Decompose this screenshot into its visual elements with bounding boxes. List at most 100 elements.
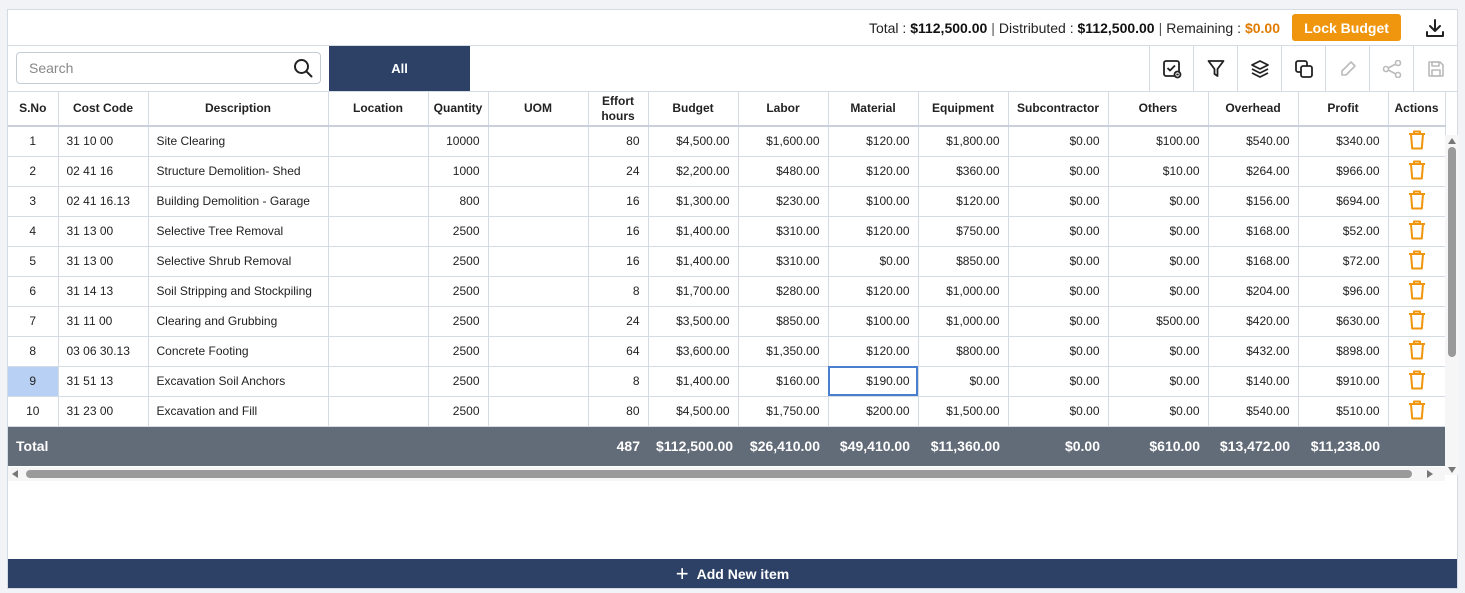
- cell-sub[interactable]: $0.00: [1008, 366, 1109, 397]
- cell-desc[interactable]: Excavation Soil Anchors: [148, 366, 329, 397]
- cell-budget[interactable]: $4,500.00: [648, 396, 739, 427]
- cell-equipment[interactable]: $1,800.00: [918, 126, 1009, 157]
- search-icon[interactable]: [286, 58, 320, 78]
- cell-sub[interactable]: $0.00: [1008, 216, 1109, 247]
- cell-equipment[interactable]: $1,000.00: [918, 276, 1009, 307]
- cell-uom[interactable]: [488, 306, 589, 337]
- cell-profit[interactable]: $910.00: [1298, 366, 1389, 397]
- cell-sub[interactable]: $0.00: [1008, 156, 1109, 187]
- cell-overhead[interactable]: $540.00: [1208, 396, 1299, 427]
- cell-code[interactable]: 03 06 30.13: [58, 336, 149, 367]
- cell-uom[interactable]: [488, 186, 589, 217]
- cell-labor[interactable]: $850.00: [738, 306, 829, 337]
- add-new-item-button[interactable]: + Add New item: [8, 559, 1457, 588]
- download-button[interactable]: [1413, 10, 1457, 46]
- cell-code[interactable]: 31 13 00: [58, 216, 149, 247]
- cell-desc[interactable]: Selective Tree Removal: [148, 216, 329, 247]
- cell-desc[interactable]: Clearing and Grubbing: [148, 306, 329, 337]
- cell-others[interactable]: $0.00: [1108, 186, 1209, 217]
- cell-code[interactable]: 31 51 13: [58, 366, 149, 397]
- cell-profit[interactable]: $96.00: [1298, 276, 1389, 307]
- scroll-up-arrow[interactable]: [1448, 138, 1456, 144]
- table-row[interactable]: 10 31 23 00 Excavation and Fill 2500 80 $4,50…: [8, 396, 1446, 427]
- cell-overhead[interactable]: $168.00: [1208, 246, 1299, 277]
- column-header[interactable]: Location: [328, 92, 429, 127]
- column-header[interactable]: Overhead: [1208, 92, 1299, 127]
- cell-desc[interactable]: Selective Shrub Removal: [148, 246, 329, 277]
- layers-button[interactable]: [1237, 46, 1281, 91]
- cell-loc[interactable]: [328, 336, 429, 367]
- cell-profit[interactable]: $694.00: [1298, 186, 1389, 217]
- cell-hours[interactable]: 16: [588, 246, 649, 277]
- cell-overhead[interactable]: $432.00: [1208, 336, 1299, 367]
- cell-profit[interactable]: $966.00: [1298, 156, 1389, 187]
- cell-budget[interactable]: $4,500.00: [648, 126, 739, 157]
- cell-hours[interactable]: 16: [588, 186, 649, 217]
- cell-uom[interactable]: [488, 246, 589, 277]
- column-header[interactable]: Description: [148, 92, 329, 127]
- edit-button[interactable]: [1325, 46, 1369, 91]
- search-input[interactable]: [17, 54, 286, 82]
- cell-sno[interactable]: 4: [8, 216, 59, 247]
- cell-sno[interactable]: 2: [8, 156, 59, 187]
- cell-equipment[interactable]: $0.00: [918, 366, 1009, 397]
- cell-profit[interactable]: $630.00: [1298, 306, 1389, 337]
- cell-uom[interactable]: [488, 336, 589, 367]
- table-row[interactable]: 4 31 13 00 Selective Tree Removal 2500 16 $1,…: [8, 216, 1446, 247]
- cell-sno[interactable]: 9: [8, 366, 59, 397]
- cell-desc[interactable]: Building Demolition - Garage: [148, 186, 329, 217]
- cell-equipment[interactable]: $850.00: [918, 246, 1009, 277]
- cell-loc[interactable]: [328, 156, 429, 187]
- column-header[interactable]: Quantity: [428, 92, 489, 127]
- cell-sno[interactable]: 1: [8, 126, 59, 157]
- cell-profit[interactable]: $72.00: [1298, 246, 1389, 277]
- cell-uom[interactable]: [488, 276, 589, 307]
- cell-profit[interactable]: $340.00: [1298, 126, 1389, 157]
- cell-hours[interactable]: 8: [588, 276, 649, 307]
- cell-others[interactable]: $0.00: [1108, 366, 1209, 397]
- cell-equipment[interactable]: $1,500.00: [918, 396, 1009, 427]
- delete-row-button[interactable]: [1408, 340, 1426, 363]
- cell-others[interactable]: $0.00: [1108, 396, 1209, 427]
- cell-sno[interactable]: 3: [8, 186, 59, 217]
- delete-row-button[interactable]: [1408, 370, 1426, 393]
- cell-overhead[interactable]: $420.00: [1208, 306, 1299, 337]
- table-row[interactable]: 6 31 14 13 Soil Stripping and Stockpiling 2…: [8, 276, 1446, 307]
- cell-equipment[interactable]: $120.00: [918, 186, 1009, 217]
- table-row[interactable]: 7 31 11 00 Clearing and Grubbing 2500 24 $3,5…: [8, 306, 1446, 337]
- save-button[interactable]: [1413, 46, 1457, 91]
- table-row[interactable]: 5 31 13 00 Selective Shrub Removal 2500 16 $1…: [8, 246, 1446, 277]
- cell-qty[interactable]: 2500: [428, 246, 489, 277]
- cell-budget[interactable]: $2,200.00: [648, 156, 739, 187]
- cell-equipment[interactable]: $360.00: [918, 156, 1009, 187]
- cell-overhead[interactable]: $204.00: [1208, 276, 1299, 307]
- scroll-thumb[interactable]: [1448, 147, 1456, 357]
- cell-uom[interactable]: [488, 126, 589, 157]
- cell-loc[interactable]: [328, 396, 429, 427]
- cell-material[interactable]: $120.00: [828, 126, 919, 157]
- cell-sub[interactable]: $0.00: [1008, 336, 1109, 367]
- cell-code[interactable]: 31 14 13: [58, 276, 149, 307]
- cell-material[interactable]: $120.00: [828, 156, 919, 187]
- cell-qty[interactable]: 2500: [428, 396, 489, 427]
- cell-qty[interactable]: 2500: [428, 216, 489, 247]
- cell-loc[interactable]: [328, 306, 429, 337]
- cell-others[interactable]: $100.00: [1108, 126, 1209, 157]
- cell-desc[interactable]: Structure Demolition- Shed: [148, 156, 329, 187]
- cell-labor[interactable]: $310.00: [738, 216, 829, 247]
- cell-hours[interactable]: 24: [588, 156, 649, 187]
- cell-hours[interactable]: 64: [588, 336, 649, 367]
- cell-overhead[interactable]: $540.00: [1208, 126, 1299, 157]
- filter-button[interactable]: [1193, 46, 1237, 91]
- column-header[interactable]: Others: [1108, 92, 1209, 127]
- cell-code[interactable]: 02 41 16.13: [58, 186, 149, 217]
- delete-row-button[interactable]: [1408, 160, 1426, 183]
- cell-overhead[interactable]: $264.00: [1208, 156, 1299, 187]
- cell-others[interactable]: $500.00: [1108, 306, 1209, 337]
- cell-labor[interactable]: $230.00: [738, 186, 829, 217]
- cell-labor[interactable]: $1,350.00: [738, 336, 829, 367]
- table-row[interactable]: 2 02 41 16 Structure Demolition- Shed 1000 2…: [8, 156, 1446, 187]
- column-header[interactable]: Cost Code: [58, 92, 149, 127]
- cell-overhead[interactable]: $156.00: [1208, 186, 1299, 217]
- cell-labor[interactable]: $1,750.00: [738, 396, 829, 427]
